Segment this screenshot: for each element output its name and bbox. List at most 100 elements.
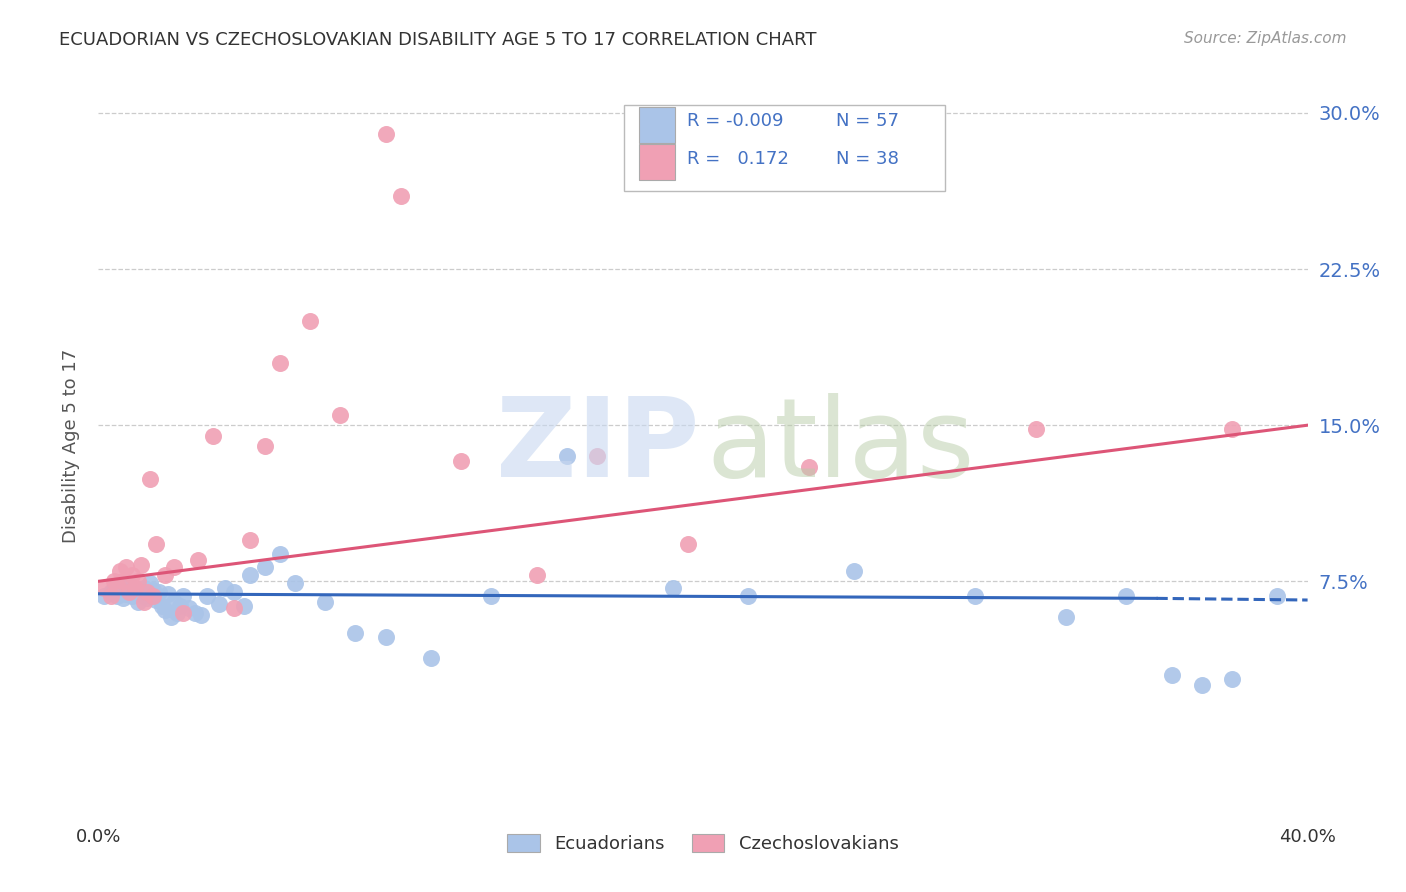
Point [1220,672,1243,686]
Point [153,603,176,617]
Point [269,547,291,561]
Point [118,584,141,599]
Point [737,589,759,603]
Point [208,597,231,611]
FancyBboxPatch shape [624,105,945,191]
Point [124,581,146,595]
Point [163,559,186,574]
Point [450,453,472,467]
Point [179,601,201,615]
Legend: Ecuadorians, Czechoslovakians: Ecuadorians, Czechoslovakians [501,827,905,860]
Point [844,564,866,578]
Point [1267,589,1289,603]
Point [129,558,152,572]
Point [93,589,115,603]
Point [239,533,262,547]
Point [1160,668,1182,682]
Point [135,584,157,599]
Point [160,609,183,624]
Point [239,568,262,582]
Point [284,576,307,591]
Point [108,564,131,578]
Point [232,599,254,614]
Point [100,584,122,599]
Point [100,589,122,603]
Point [142,587,165,601]
Point [114,559,136,574]
Point [1220,422,1243,436]
Point [169,599,191,614]
Point [156,587,179,601]
Point [166,606,188,620]
Point [145,537,167,551]
Point [214,581,236,595]
Point [299,314,322,328]
Point [127,574,149,589]
Text: N = 38: N = 38 [837,150,898,168]
Point [1191,678,1213,692]
Point [269,356,291,370]
Point [153,568,176,582]
Point [103,582,125,597]
Point [118,578,141,592]
Point [586,450,609,464]
Point [420,651,443,665]
Text: N = 57: N = 57 [837,112,898,130]
Point [103,574,125,589]
Point [224,601,246,615]
Point [105,589,128,603]
Point [132,581,155,595]
Point [150,599,173,614]
Point [195,589,218,603]
Point [111,591,134,605]
Point [163,595,186,609]
Point [132,595,155,609]
Point [1115,589,1137,603]
Text: R = -0.009: R = -0.009 [688,112,783,130]
Point [108,581,131,595]
Point [202,428,225,442]
Point [965,589,987,603]
Point [526,568,548,582]
Text: atlas: atlas [707,392,976,500]
Point [314,595,336,609]
Bar [638,106,675,143]
Point [105,578,128,592]
Point [1024,422,1046,436]
Text: Source: ZipAtlas.com: Source: ZipAtlas.com [1184,31,1347,46]
Point [121,589,143,603]
Point [172,606,194,620]
Point [481,589,503,603]
Point [139,576,162,591]
Point [127,595,149,609]
Point [145,589,167,603]
Point [389,189,412,203]
Point [172,589,194,603]
Point [111,574,134,589]
Y-axis label: Disability Age 5 to 17: Disability Age 5 to 17 [62,349,80,543]
Point [344,626,367,640]
Point [142,582,165,597]
Point [145,593,167,607]
Point [124,582,146,597]
Point [329,408,352,422]
Point [93,581,115,595]
Point [184,606,207,620]
Point [129,584,152,599]
Point [374,127,396,141]
Point [797,459,820,474]
Point [904,116,927,130]
Point [555,450,578,464]
Text: R =   0.172: R = 0.172 [688,150,789,168]
Point [661,581,683,595]
Point [132,589,155,603]
Point [224,584,246,599]
Point [1054,609,1077,624]
Point [135,591,157,605]
Point [190,607,212,622]
Bar [638,144,675,180]
Point [139,472,162,486]
Text: ZIP: ZIP [496,392,699,500]
Point [676,537,699,551]
Point [142,589,165,603]
